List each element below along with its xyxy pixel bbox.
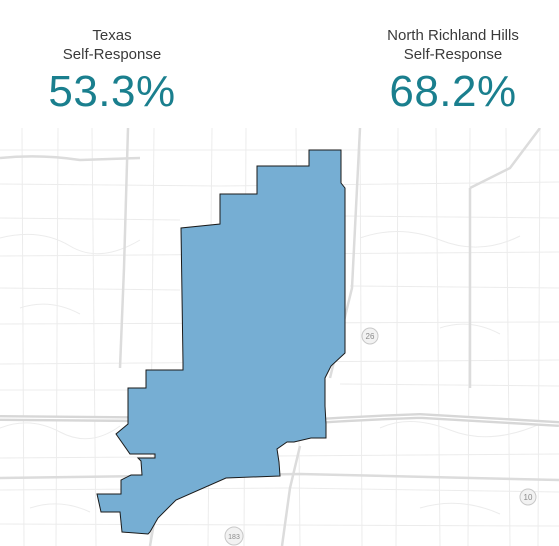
- texas-label-line1: Texas: [92, 27, 132, 44]
- texas-stat: Texas Self-Response 53.3%: [0, 26, 242, 116]
- city-label-line1: North Richland Hills: [387, 27, 519, 44]
- city-self-response-value: 68.2%: [389, 67, 517, 116]
- highway-shield-10-label: 10: [524, 493, 533, 502]
- highway-shield-183: 183: [224, 526, 244, 546]
- city-stat: North Richland Hills Self-Response 68.2%: [323, 26, 559, 116]
- highway-shield-183-label: 183: [228, 534, 240, 541]
- north-richland-hills-boundary[interactable]: [96, 149, 346, 535]
- highway-shield-26: 26: [361, 327, 379, 345]
- map[interactable]: 26 10 183: [0, 128, 559, 546]
- texas-label-line2: Self-Response: [62, 46, 162, 63]
- city-label-line2: Self-Response: [403, 46, 503, 63]
- map-canvas[interactable]: 26 10 183: [0, 128, 559, 546]
- texas-self-response-value: 53.3%: [48, 67, 176, 116]
- highway-shield-26-label: 26: [366, 332, 375, 341]
- highway-shield-10: 10: [519, 488, 537, 506]
